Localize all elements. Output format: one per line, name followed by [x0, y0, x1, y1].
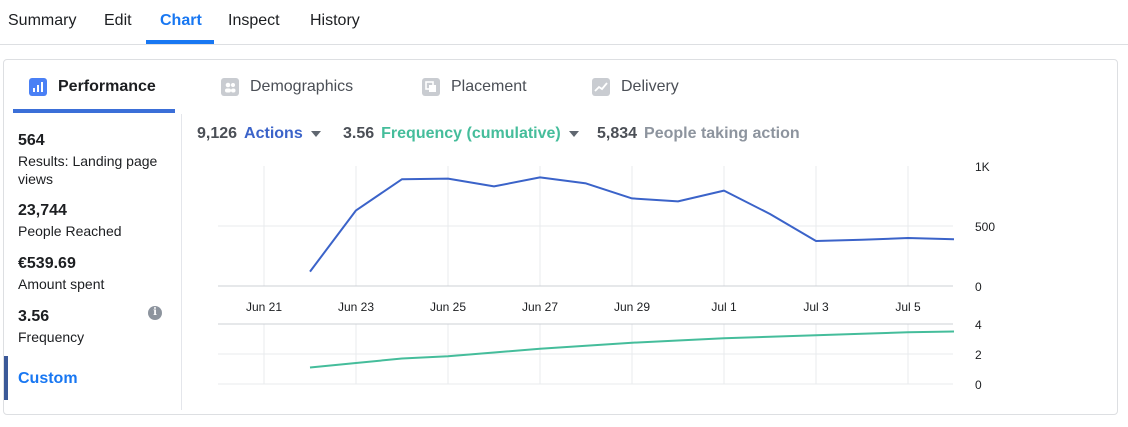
metric-results-value: 564 — [18, 132, 45, 149]
subtab-performance[interactable]: Performance — [29, 76, 156, 98]
chart-card: Performance Demographics Placement Deliv… — [3, 59, 1118, 415]
frequency-count: 3.56 — [343, 125, 375, 142]
actions-count: 9,126 — [197, 125, 238, 142]
subtab-placement-label: Placement — [451, 78, 527, 95]
metric-reach-label: People Reached — [18, 223, 122, 239]
people-label: People taking action — [644, 125, 800, 142]
frequency-dropdown-label: Frequency (cumulative) — [381, 125, 561, 142]
actions-selector[interactable]: 9,126 Actions — [197, 125, 321, 143]
active-tab-underline — [146, 40, 214, 44]
metric-frequency-value: 3.56 — [18, 308, 50, 325]
frequency-selector[interactable]: 3.56 Frequency (cumulative) — [343, 125, 579, 143]
subtab-delivery[interactable]: Delivery — [592, 76, 679, 98]
xtick-0: Jun 21 — [246, 300, 282, 314]
ytick-bottom-1: 2 — [975, 348, 982, 362]
tab-edit[interactable]: Edit — [104, 12, 132, 29]
frequency-series-line — [309, 330, 955, 369]
subtab-demographics[interactable]: Demographics — [221, 76, 353, 98]
tab-inspect[interactable]: Inspect — [228, 12, 280, 29]
info-icon[interactable]: i — [148, 306, 162, 320]
custom-button[interactable]: Custom — [18, 370, 78, 387]
people-count: 5,834 — [597, 125, 638, 142]
subtab-demographics-label: Demographics — [250, 78, 354, 95]
metric-reach-value: 23,744 — [18, 202, 67, 219]
subtab-placement[interactable]: Placement — [422, 76, 527, 98]
actions-dropdown-label: Actions — [244, 125, 303, 142]
top-tab-bar: Summary Edit Chart Inspect History — [0, 0, 1128, 45]
ytick-top-2: 1K — [975, 160, 990, 174]
tab-chart[interactable]: Chart — [160, 12, 202, 29]
metric-spent-label: Amount spent — [18, 276, 105, 292]
metric-results-label: Results: Landing page views — [18, 153, 158, 187]
metric-reach: 23,744 People Reached — [18, 201, 122, 240]
line-chart-icon — [592, 78, 610, 96]
xtick-5: Jul 1 — [711, 300, 737, 314]
xtick-4: Jun 29 — [614, 300, 650, 314]
performance-chart: 0 500 1K Jun 21 Jun 23 Jun 25 Jun 27 Jun 29 Jul … — [218, 160, 995, 392]
ytick-top-1: 500 — [975, 220, 995, 234]
people-selector: 5,834 People taking action — [597, 125, 800, 143]
custom-selected-indicator — [4, 356, 8, 400]
metric-frequency: 3.56 Frequency — [18, 307, 84, 346]
metric-spent-value: €539.69 — [18, 255, 76, 272]
xtick-6: Jul 3 — [803, 300, 829, 314]
xtick-1: Jun 23 — [338, 300, 374, 314]
metric-frequency-label: Frequency — [18, 329, 85, 345]
actions-series-line — [309, 176, 955, 273]
tab-history[interactable]: History — [310, 12, 360, 29]
tab-summary[interactable]: Summary — [8, 12, 77, 29]
ytick-bottom-2: 4 — [975, 318, 982, 332]
xtick-7: Jul 5 — [895, 300, 921, 314]
chevron-down-icon — [310, 131, 321, 137]
left-panel-divider — [181, 114, 182, 410]
bar-chart-icon — [29, 78, 47, 96]
metric-spent: €539.69 Amount spent — [18, 254, 104, 293]
ytick-top-0: 0 — [975, 280, 982, 294]
chevron-down-icon — [568, 131, 579, 137]
metric-results: 564 Results: Landing page views — [18, 131, 168, 188]
subtab-delivery-label: Delivery — [621, 78, 679, 95]
placement-icon — [422, 78, 440, 96]
ytick-bottom-0: 0 — [975, 378, 982, 392]
xtick-3: Jun 27 — [522, 300, 558, 314]
xtick-2: Jun 25 — [430, 300, 466, 314]
active-subtab-underline — [13, 109, 175, 113]
people-icon — [221, 78, 239, 96]
subtab-performance-label: Performance — [58, 78, 156, 95]
